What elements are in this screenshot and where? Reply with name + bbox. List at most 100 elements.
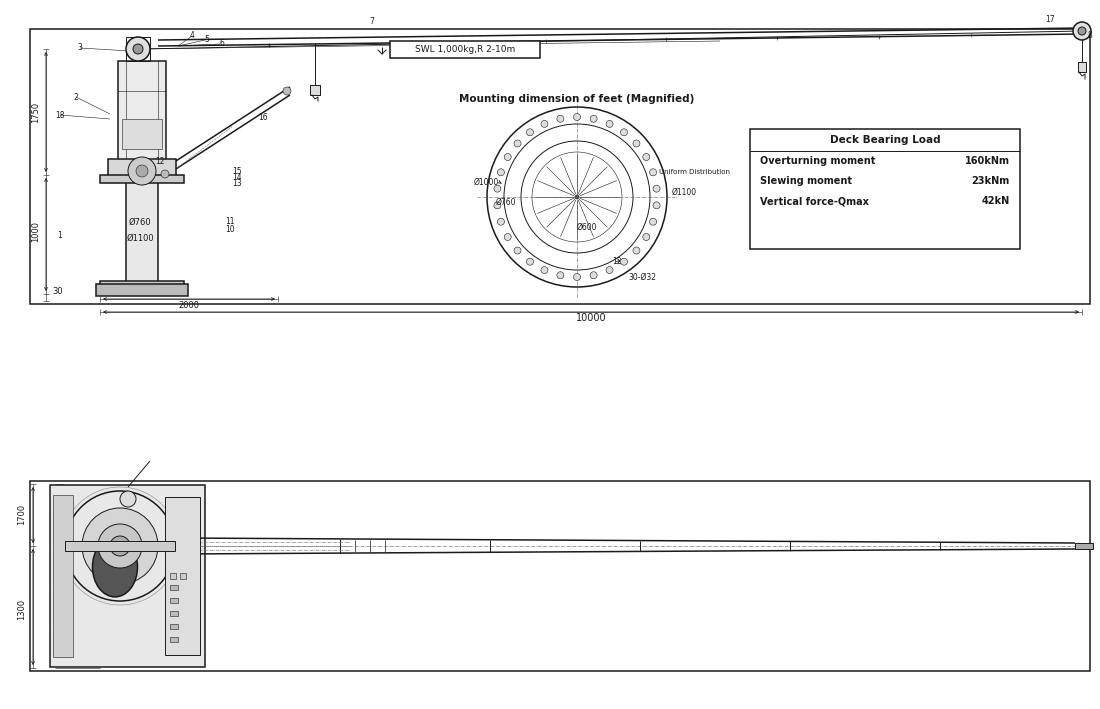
Text: 2000: 2000: [178, 301, 199, 310]
Text: Ø760: Ø760: [495, 198, 516, 206]
Circle shape: [1078, 27, 1086, 35]
Text: 11: 11: [226, 218, 234, 226]
Circle shape: [590, 116, 597, 122]
Circle shape: [557, 116, 564, 122]
Circle shape: [653, 185, 660, 192]
Circle shape: [573, 274, 581, 281]
Circle shape: [575, 195, 579, 199]
Circle shape: [557, 272, 564, 279]
Bar: [170, 611, 178, 616]
Text: 6: 6: [220, 40, 224, 48]
Bar: [310, 85, 320, 95]
Text: 30: 30: [53, 288, 64, 296]
Text: 12: 12: [613, 257, 621, 267]
Circle shape: [283, 87, 292, 95]
Text: 16: 16: [258, 113, 267, 121]
Circle shape: [527, 129, 534, 136]
Bar: [170, 624, 178, 629]
Circle shape: [65, 491, 175, 601]
Circle shape: [161, 170, 169, 178]
Bar: [750, 129, 1020, 249]
Bar: [1078, 62, 1086, 72]
Circle shape: [497, 218, 505, 225]
Text: Ø600: Ø600: [576, 223, 597, 232]
Bar: [170, 585, 178, 590]
Circle shape: [642, 154, 650, 160]
Circle shape: [642, 233, 650, 240]
Bar: [30, 481, 1090, 671]
Circle shape: [98, 524, 142, 568]
Text: 10000: 10000: [575, 313, 606, 323]
Circle shape: [128, 157, 156, 185]
Text: 15: 15: [232, 167, 242, 177]
Text: Ø1100: Ø1100: [672, 187, 697, 196]
Text: 2: 2: [74, 92, 78, 101]
Text: 12: 12: [155, 157, 165, 165]
Text: 1700: 1700: [18, 503, 26, 525]
Circle shape: [541, 267, 548, 274]
Text: 8: 8: [1088, 31, 1092, 40]
Circle shape: [650, 169, 657, 176]
Bar: [1075, 543, 1093, 549]
Text: 14: 14: [232, 174, 242, 182]
Bar: [122, 119, 162, 149]
Circle shape: [527, 258, 534, 265]
Circle shape: [620, 129, 627, 136]
Text: 17: 17: [1045, 16, 1055, 25]
Bar: [180, 573, 186, 579]
Circle shape: [590, 272, 597, 279]
Text: 4: 4: [189, 31, 195, 40]
Bar: [108, 159, 176, 177]
Circle shape: [133, 44, 143, 54]
Text: 10: 10: [226, 225, 234, 235]
Text: 42kN: 42kN: [981, 196, 1010, 206]
Text: 160kNm: 160kNm: [965, 156, 1010, 166]
Text: Deck Bearing Load: Deck Bearing Load: [829, 135, 940, 145]
Text: Vertical force-Qmax: Vertical force-Qmax: [760, 196, 869, 206]
Circle shape: [573, 113, 581, 121]
Circle shape: [136, 165, 149, 177]
Text: Mounting dimension of feet (Magnified): Mounting dimension of feet (Magnified): [460, 94, 695, 104]
Text: 7: 7: [370, 16, 374, 26]
Text: 23kNm: 23kNm: [971, 176, 1010, 186]
Text: 1750: 1750: [32, 101, 41, 123]
Circle shape: [504, 233, 512, 240]
Circle shape: [620, 258, 627, 265]
Text: 13: 13: [232, 179, 242, 189]
Text: Ø1100: Ø1100: [126, 233, 154, 242]
Circle shape: [494, 185, 501, 192]
Bar: [118, 61, 166, 169]
Bar: [96, 284, 188, 296]
Text: SWL 1,000kg,R 2-10m: SWL 1,000kg,R 2-10m: [415, 45, 515, 54]
Bar: [100, 175, 184, 183]
Text: Uniform Distribution: Uniform Distribution: [659, 169, 730, 175]
Bar: [170, 598, 178, 603]
Text: Overturning moment: Overturning moment: [760, 156, 876, 166]
Text: Ø760: Ø760: [129, 218, 152, 226]
Text: 18: 18: [55, 111, 65, 120]
Bar: [390, 41, 540, 58]
Ellipse shape: [92, 537, 138, 597]
Circle shape: [110, 536, 130, 556]
Circle shape: [82, 508, 158, 584]
Circle shape: [1072, 22, 1091, 40]
Circle shape: [541, 121, 548, 128]
Circle shape: [504, 154, 512, 160]
Bar: [100, 281, 184, 289]
Circle shape: [514, 140, 521, 147]
Text: Slewing moment: Slewing moment: [760, 176, 852, 186]
Bar: [65, 541, 175, 551]
Circle shape: [494, 202, 501, 209]
Circle shape: [632, 247, 640, 254]
Text: 30-Ø32: 30-Ø32: [628, 272, 656, 281]
Bar: [170, 637, 178, 642]
Text: 5: 5: [205, 35, 209, 45]
Text: 3: 3: [78, 43, 82, 52]
Bar: [170, 573, 176, 579]
Circle shape: [606, 121, 613, 128]
Circle shape: [497, 169, 505, 176]
Circle shape: [606, 267, 613, 274]
Text: 1300: 1300: [18, 598, 26, 620]
Bar: [165, 497, 200, 655]
Text: 1: 1: [57, 230, 63, 240]
